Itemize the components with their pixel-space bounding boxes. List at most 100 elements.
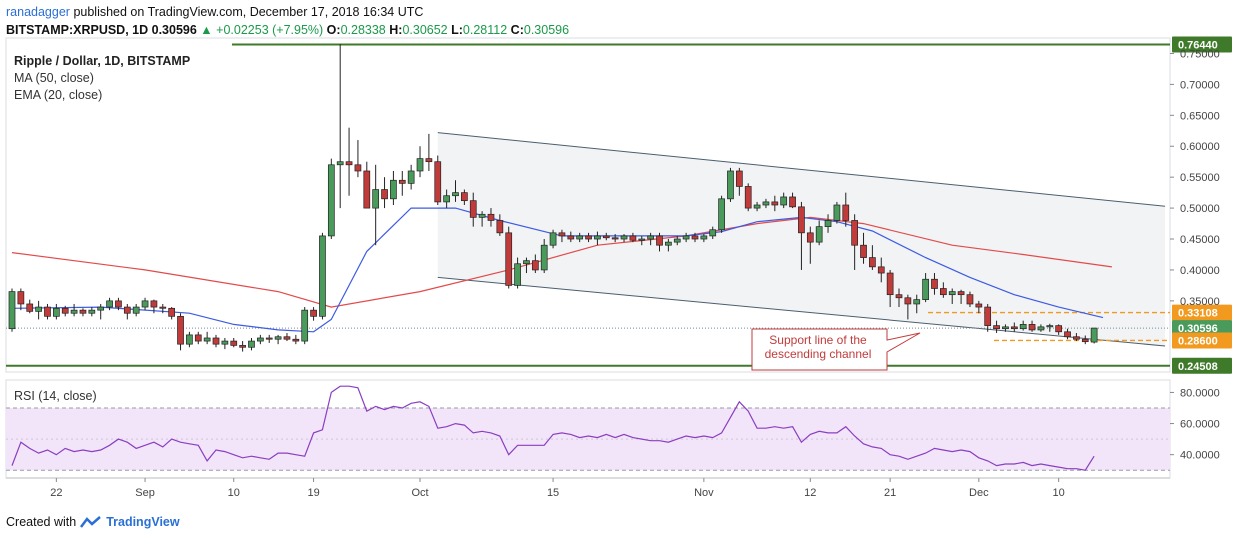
candle[interactable]: [975, 300, 983, 314]
candle[interactable]: [638, 235, 646, 246]
candle[interactable]: [647, 232, 654, 246]
candle[interactable]: [310, 307, 317, 321]
candle[interactable]: [88, 307, 96, 317]
candle[interactable]: [390, 170, 397, 205]
candle[interactable]: [496, 214, 504, 236]
candle[interactable]: [860, 232, 867, 264]
candle[interactable]: [540, 239, 548, 274]
rsi-legend[interactable]: RSI (14, close): [14, 389, 97, 403]
candle[interactable]: [106, 297, 113, 311]
candle[interactable]: [35, 300, 42, 320]
candle[interactable]: [514, 257, 521, 289]
candle[interactable]: [1046, 323, 1054, 332]
candle[interactable]: [815, 220, 823, 246]
candle[interactable]: [611, 234, 619, 243]
candle[interactable]: [718, 195, 725, 233]
candle[interactable]: [780, 192, 788, 209]
candle[interactable]: [948, 288, 956, 304]
candle[interactable]: [26, 299, 34, 314]
candle[interactable]: [567, 231, 575, 243]
candle[interactable]: [709, 226, 717, 240]
candle[interactable]: [1028, 320, 1036, 332]
candle[interactable]: [44, 303, 51, 320]
candle[interactable]: [416, 146, 424, 178]
candle[interactable]: [629, 232, 637, 243]
candle[interactable]: [886, 269, 894, 308]
candle[interactable]: [372, 164, 380, 246]
tradingview-brand[interactable]: TradingView: [106, 515, 180, 529]
candle[interactable]: [79, 308, 87, 317]
candle[interactable]: [336, 44, 344, 209]
candle[interactable]: [434, 155, 442, 205]
candle[interactable]: [1037, 324, 1045, 332]
candle[interactable]: [798, 201, 805, 270]
channel-upper-line[interactable]: [437, 132, 1166, 207]
candle[interactable]: [931, 273, 938, 295]
candle[interactable]: [549, 229, 557, 249]
candle[interactable]: [265, 334, 273, 343]
candle[interactable]: [673, 235, 681, 246]
candle[interactable]: [753, 201, 761, 212]
candle[interactable]: [407, 164, 415, 190]
candle[interactable]: [585, 232, 592, 243]
candle[interactable]: [292, 334, 300, 345]
candle[interactable]: [487, 208, 495, 227]
candle[interactable]: [425, 133, 433, 171]
candle[interactable]: [1055, 324, 1063, 335]
ema-legend[interactable]: EMA (20, close): [14, 88, 103, 102]
candle[interactable]: [869, 245, 876, 270]
candle[interactable]: [257, 334, 264, 345]
candle[interactable]: [248, 337, 255, 351]
candle[interactable]: [123, 303, 131, 320]
candle[interactable]: [505, 226, 513, 289]
candle[interactable]: [461, 189, 468, 205]
candle[interactable]: [984, 303, 992, 332]
author-link[interactable]: ranadagger: [6, 5, 70, 19]
candle[interactable]: [531, 254, 539, 274]
candle[interactable]: [230, 337, 238, 348]
candle[interactable]: [602, 232, 610, 241]
candle[interactable]: [469, 192, 477, 227]
candle[interactable]: [1064, 328, 1071, 340]
candle[interactable]: [620, 234, 628, 243]
candle[interactable]: [939, 282, 947, 298]
candle[interactable]: [1002, 324, 1009, 332]
candle[interactable]: [97, 303, 105, 320]
candle[interactable]: [212, 334, 220, 348]
candle[interactable]: [221, 337, 229, 350]
candle[interactable]: [1090, 327, 1098, 344]
candle[interactable]: [576, 232, 584, 243]
candle[interactable]: [301, 307, 309, 345]
candle[interactable]: [194, 331, 202, 345]
candle[interactable]: [452, 180, 459, 202]
candle[interactable]: [665, 239, 672, 252]
candle[interactable]: [824, 214, 832, 233]
candle[interactable]: [1010, 322, 1018, 332]
candle[interactable]: [381, 177, 388, 209]
candle[interactable]: [61, 305, 69, 317]
candle[interactable]: [17, 288, 25, 311]
candle[interactable]: [789, 192, 796, 209]
candle[interactable]: [762, 198, 770, 209]
candle[interactable]: [1081, 335, 1089, 345]
candle[interactable]: [177, 313, 184, 351]
candle[interactable]: [744, 183, 752, 212]
candle[interactable]: [966, 291, 974, 308]
candle[interactable]: [895, 288, 903, 308]
candle[interactable]: [345, 127, 353, 196]
candle[interactable]: [363, 161, 371, 209]
candle[interactable]: [957, 289, 965, 304]
candle[interactable]: [354, 140, 362, 178]
candle[interactable]: [115, 297, 122, 311]
candle[interactable]: [735, 167, 743, 196]
candle[interactable]: [327, 158, 335, 240]
candle[interactable]: [478, 211, 486, 227]
candle[interactable]: [203, 331, 211, 345]
candle[interactable]: [842, 192, 850, 227]
candle[interactable]: [132, 303, 140, 317]
candle[interactable]: [283, 333, 291, 342]
candle[interactable]: [558, 229, 566, 243]
candle[interactable]: [727, 167, 734, 202]
candle[interactable]: [70, 303, 78, 317]
